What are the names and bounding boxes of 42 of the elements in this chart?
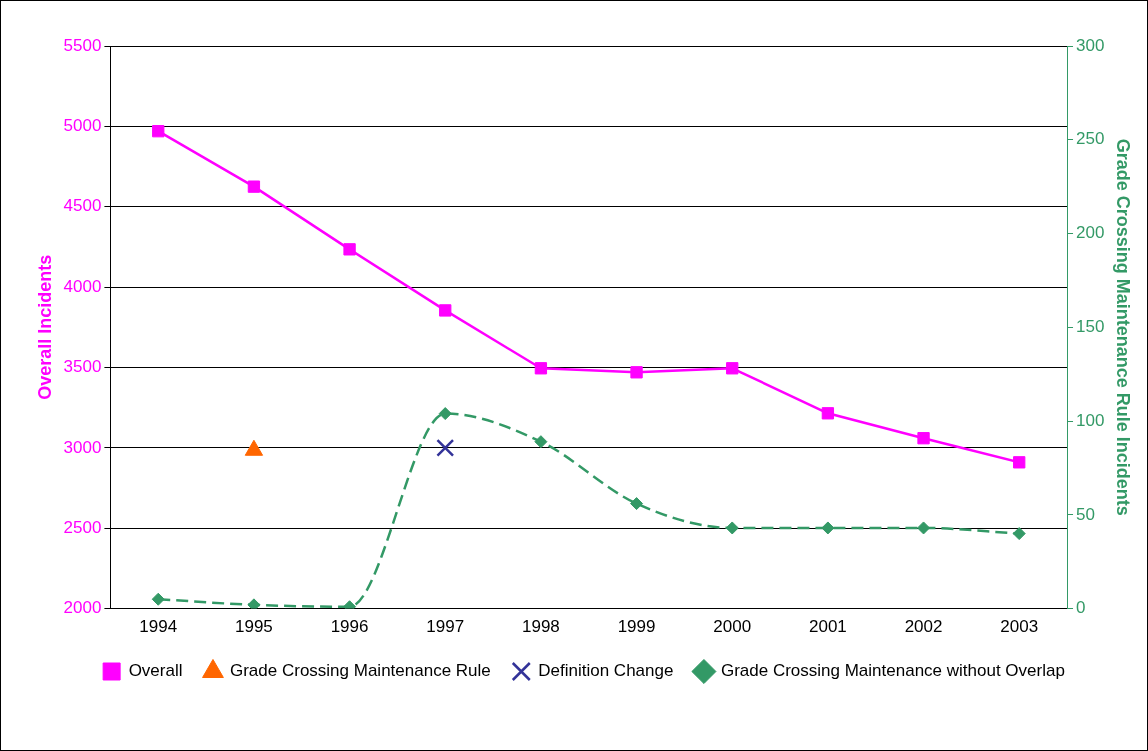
x-tick-label: 1999 — [617, 617, 656, 637]
x-tick-label: 2000 — [713, 617, 752, 637]
y-tick-label: 2000 — [63, 598, 102, 618]
x-tick-label: 1997 — [426, 617, 465, 637]
legend-label: Grade Crossing Maintenance Rule — [229, 661, 491, 681]
y-tick-label: 5500 — [63, 35, 102, 55]
y2-tick-label: 250 — [1076, 129, 1105, 149]
y-tick-label: 3000 — [63, 437, 102, 457]
point — [1013, 456, 1026, 469]
legend-label: Grade Crossing Maintenance without Overlap — [720, 661, 1065, 681]
y-tick-label: 4000 — [63, 276, 102, 296]
point — [821, 407, 835, 420]
x-tick-label: 1995 — [235, 617, 273, 637]
point — [917, 432, 930, 445]
x-tick-label: 2003 — [1000, 617, 1039, 637]
point — [630, 366, 643, 379]
x-tick-label: 2002 — [904, 617, 943, 637]
point — [343, 243, 356, 256]
y-tick-label: 3500 — [63, 357, 102, 377]
point — [439, 304, 452, 317]
y2-tick-label: 150 — [1076, 316, 1105, 336]
y2-tick-label: 200 — [1076, 223, 1105, 243]
y2-axis-title: Grade Crossing Maintenance Rule Incidents — [1113, 138, 1134, 516]
y2-tick-label: 0 — [1076, 598, 1086, 618]
point — [436, 438, 455, 457]
x-tick-label: 1994 — [139, 617, 178, 637]
point — [152, 125, 165, 138]
y-tick-label: 4500 — [63, 196, 102, 216]
y2-tick-label: 300 — [1076, 35, 1105, 55]
x-tick-label: 2001 — [808, 617, 847, 637]
point — [726, 362, 739, 375]
point — [534, 362, 548, 375]
y-tick-label: 5000 — [63, 116, 102, 136]
x-tick-label: 1998 — [521, 617, 560, 637]
legend-label: Overall — [128, 661, 183, 681]
y-axis-title: Overall Incidents — [34, 254, 55, 400]
y2-tick-label: 100 — [1076, 410, 1105, 430]
y2-tick-label: 50 — [1076, 504, 1095, 524]
legend-label: Definition Change — [538, 661, 674, 681]
y-tick-label: 2500 — [63, 517, 102, 537]
point — [247, 180, 261, 193]
x-tick-label: 1996 — [330, 617, 369, 637]
